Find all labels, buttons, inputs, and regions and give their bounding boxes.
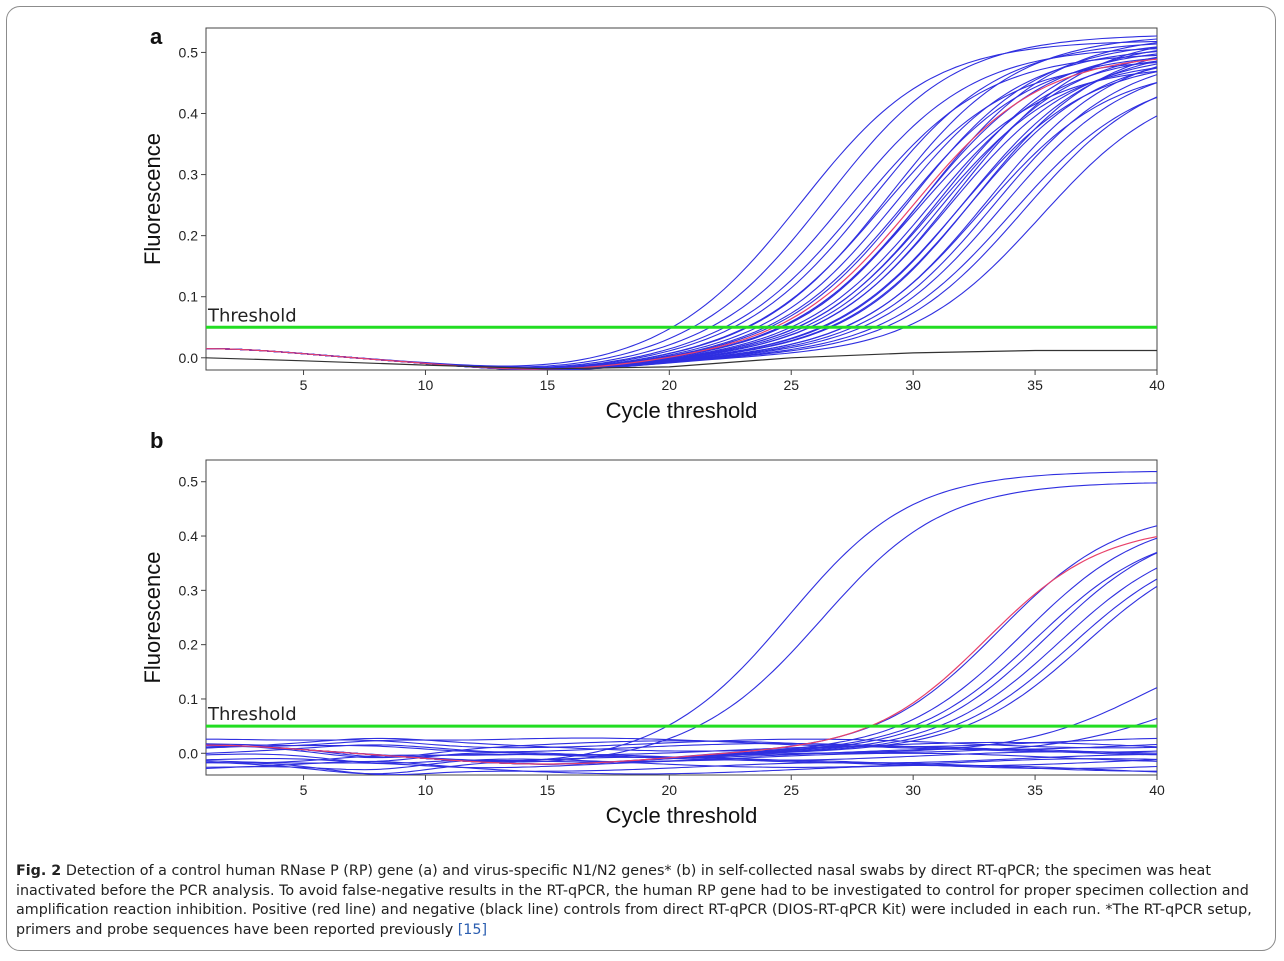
caption-lead: Fig. 2 (16, 863, 62, 879)
x-tick-label: 40 (1149, 782, 1165, 798)
threshold-label: Threshold (207, 704, 297, 725)
y-tick-label: 0.3 (179, 167, 199, 183)
y-tick-label: 0.2 (179, 637, 199, 653)
y-tick-label: 0.2 (179, 228, 199, 244)
series-group (206, 471, 1157, 775)
plot-area (205, 27, 1158, 371)
flat-sample-curve (206, 751, 1157, 763)
x-tick-label: 25 (783, 782, 799, 798)
x-tick-label: 30 (905, 782, 921, 798)
y-tick-label: 0.5 (179, 44, 199, 60)
x-tick-label: 5 (300, 377, 308, 393)
x-axis-label: Cycle threshold (606, 398, 758, 423)
y-tick-label: 0.3 (179, 582, 199, 598)
y-tick-label: 0.1 (179, 691, 199, 707)
panel-label: b (150, 428, 163, 453)
caption-reference-link[interactable]: [15] (457, 921, 488, 938)
flat-sample-curve (206, 752, 1157, 764)
x-axis-label: Cycle threshold (606, 803, 758, 828)
panel-label: a (150, 24, 163, 49)
flat-sample-curve (206, 737, 1157, 748)
flat-sample-curve (206, 737, 1157, 752)
x-tick-label: 5 (300, 782, 308, 798)
series-group (206, 35, 1157, 370)
y-tick-label: 0.0 (179, 350, 199, 366)
positive-control-curve (206, 536, 1157, 765)
chart-panel-a: a 5 10 15 20 25 30 35 40 0.0 0.1 0.2 0.3 0.4 0.5 Cycle … (140, 24, 1165, 423)
y-axis-label: Fluorescence (140, 551, 165, 683)
x-tick-label: 20 (662, 782, 678, 798)
figure-charts: a 5 10 15 20 25 30 35 40 0.0 0.1 0.2 0.3 0.4 0.5 Cycle … (140, 24, 1165, 828)
figure-caption: Fig. 2 Detection of a control human RNas… (16, 862, 1271, 940)
negative-control-curve (206, 349, 1157, 370)
x-tick-label: 30 (905, 377, 921, 393)
x-tick-label: 15 (540, 782, 556, 798)
flat-sample-curve (206, 758, 1157, 771)
positive-control-curve (206, 58, 1157, 370)
figure-frame (6, 6, 1276, 951)
caption-text: Detection of a control human RNase P (RP… (16, 863, 1252, 938)
x-tick-label: 25 (783, 377, 799, 393)
x-tick-label: 35 (1027, 377, 1043, 393)
chart-panel-b: b 5 10 15 20 25 30 35 40 0.0 0.1 0.2 0.3 0.4 0.5 Cycle … (140, 428, 1165, 828)
y-tick-label: 0.1 (179, 289, 199, 305)
x-tick-label: 15 (540, 377, 556, 393)
y-tick-label: 0.4 (179, 106, 199, 122)
threshold-label: Threshold (207, 305, 297, 326)
y-tick-label: 0.0 (179, 745, 199, 761)
y-axis-label: Fluorescence (140, 133, 165, 265)
x-tick-label: 10 (418, 377, 434, 393)
plot-area (205, 459, 1158, 776)
flat-sample-curve (206, 738, 1157, 749)
x-tick-label: 10 (418, 782, 434, 798)
x-tick-label: 20 (662, 377, 678, 393)
x-tick-label: 35 (1027, 782, 1043, 798)
flat-sample-curve (206, 742, 1157, 753)
x-tick-label: 40 (1149, 377, 1165, 393)
y-tick-label: 0.4 (179, 528, 199, 544)
y-tick-label: 0.5 (179, 474, 199, 490)
